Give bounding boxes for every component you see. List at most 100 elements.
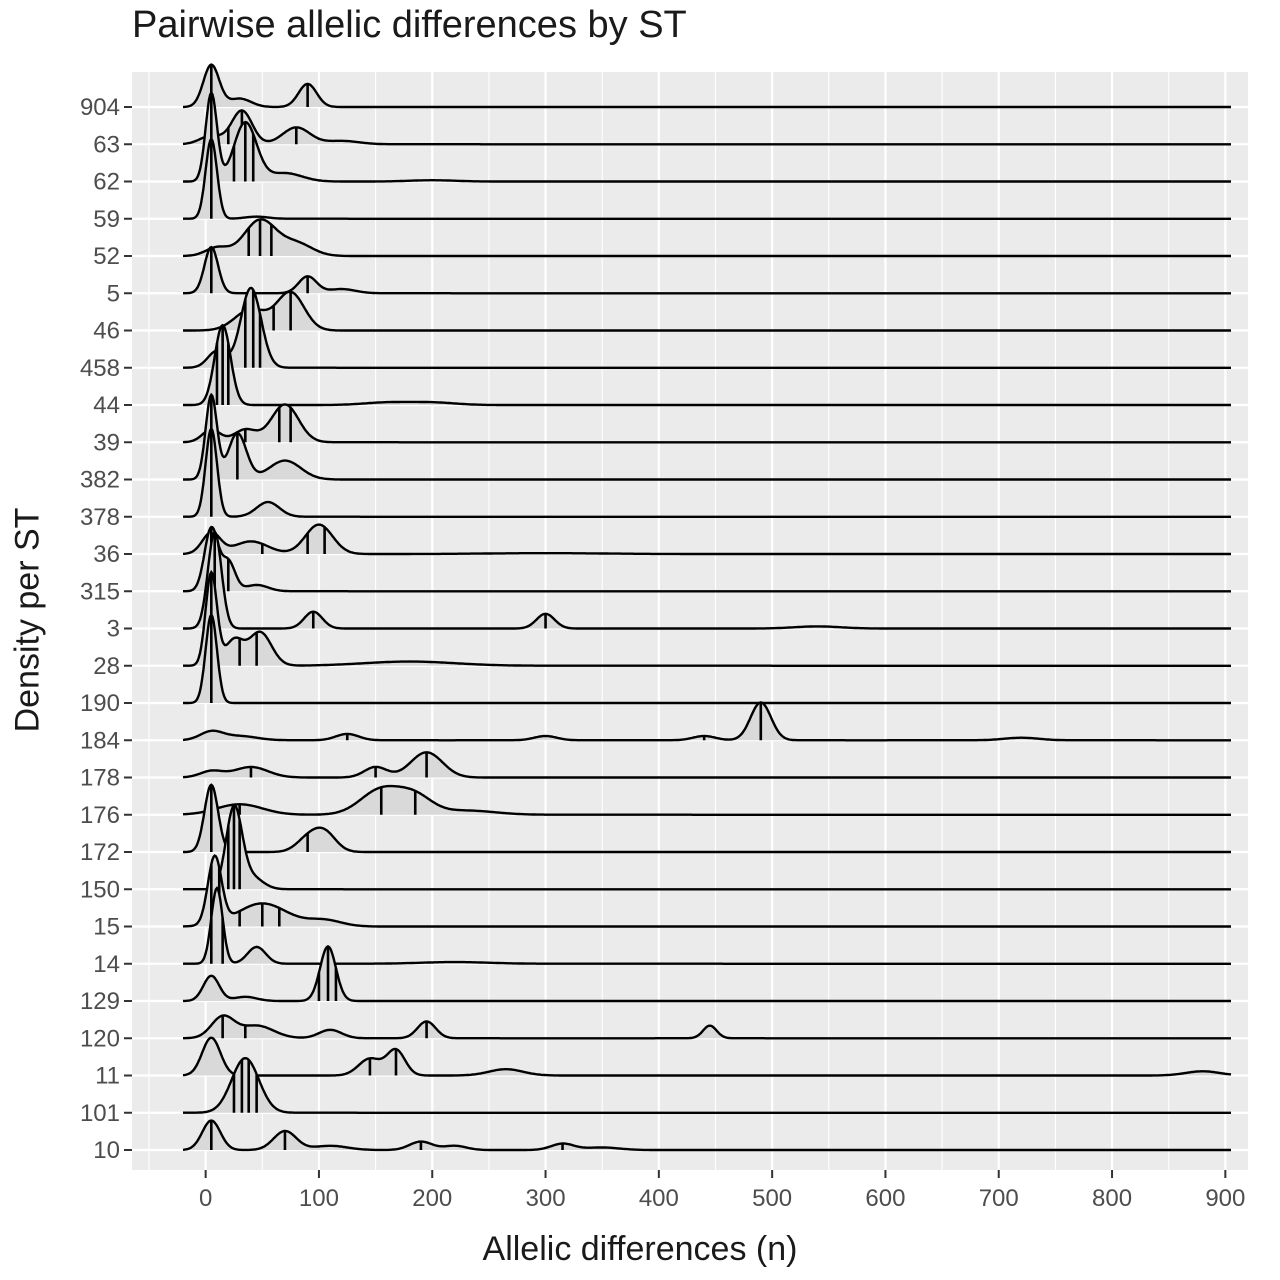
ridge-line <box>182 784 1231 816</box>
y-tick-label: 904 <box>80 94 120 121</box>
x-tick-label: 800 <box>1092 1185 1132 1212</box>
ridge-fill <box>183 110 1231 145</box>
ridge-39 <box>182 403 1231 444</box>
ridge-line <box>182 751 1231 779</box>
x-tick-label: 900 <box>1205 1185 1245 1212</box>
x-tick-label: 400 <box>639 1185 679 1212</box>
ridge-line <box>182 945 1231 1003</box>
ridge-line <box>183 218 1231 258</box>
plot-panel <box>132 72 1248 1170</box>
x-tick-label: 600 <box>865 1185 905 1212</box>
y-tick-label: 178 <box>80 765 120 792</box>
ridge-line <box>182 403 1231 444</box>
x-tick-label: 300 <box>526 1185 566 1212</box>
ridge-fill <box>183 855 1231 927</box>
ridge-fill <box>183 404 1231 443</box>
ridge-59 <box>183 136 1231 220</box>
ridge-line <box>182 854 1231 928</box>
ridge-line <box>183 63 1231 109</box>
y-tick-label: 315 <box>80 578 120 605</box>
y-tick-label: 10 <box>93 1137 120 1164</box>
ridge-120 <box>183 1014 1231 1040</box>
ridge-line <box>182 1036 1232 1077</box>
ridge-190 <box>183 612 1231 705</box>
y-tick-label: 15 <box>93 914 120 941</box>
ridge-line <box>183 523 1231 556</box>
y-tick-label: 129 <box>80 988 120 1015</box>
ridge-line <box>183 886 1231 965</box>
ridge-line <box>183 290 1231 332</box>
ridge-129 <box>182 945 1231 1003</box>
axes: 904 63 62 59 52 5 46 458 44 39 382 378 36 315 3 28 190 18… <box>80 94 1245 1212</box>
y-tick-label: 150 <box>80 876 120 903</box>
ridge-fill <box>183 291 1231 331</box>
ridge-176 <box>182 784 1231 816</box>
ridges <box>182 63 1232 1152</box>
ridge-line <box>183 804 1231 891</box>
ridge-line <box>183 323 1231 407</box>
ridge-line <box>183 245 1231 295</box>
y-axis-title: Density per ST <box>8 507 47 733</box>
y-tick-label: 46 <box>93 318 120 345</box>
x-tick-label: 500 <box>752 1185 792 1212</box>
ridge-line <box>183 1014 1231 1040</box>
y-tick-label: 28 <box>93 653 120 680</box>
ridge-fill <box>183 394 1231 480</box>
y-tick-label: 184 <box>80 727 120 754</box>
ridge-44 <box>183 323 1231 407</box>
chart-title: Pairwise allelic differences by ST <box>132 4 687 46</box>
y-tick-label: 458 <box>80 355 120 382</box>
ridge-line <box>183 426 1231 518</box>
ridge-fill <box>183 1037 1231 1076</box>
y-tick-label: 176 <box>80 802 120 829</box>
ridge-fill <box>183 786 1231 815</box>
ridge-line <box>182 1119 1231 1152</box>
x-tick-label: 700 <box>979 1185 1019 1212</box>
ridge-line <box>183 783 1231 854</box>
y-tick-label: 101 <box>80 1100 120 1127</box>
ridge-14 <box>183 886 1231 965</box>
ridge-line <box>183 525 1231 593</box>
ridge-line <box>183 569 1231 667</box>
ridge-178 <box>182 751 1231 779</box>
x-tick-label: 200 <box>412 1185 452 1212</box>
ridge-fill <box>183 1120 1231 1150</box>
ridge-10 <box>182 1119 1231 1152</box>
y-tick-label: 11 <box>95 1063 120 1090</box>
ridge-line <box>183 392 1231 481</box>
y-tick-label: 62 <box>93 169 120 196</box>
y-tick-label: 59 <box>93 206 120 233</box>
y-tick-label: 3 <box>107 616 120 643</box>
ridge-11 <box>182 1036 1232 1077</box>
ridge-5 <box>183 245 1231 295</box>
y-tick-label: 120 <box>80 1025 120 1052</box>
ridge-52 <box>183 218 1231 258</box>
ridge-line <box>183 286 1231 369</box>
ridge-184 <box>182 701 1231 742</box>
ridge-line <box>183 90 1231 183</box>
x-axis-title: Allelic differences (n) <box>482 1230 798 1268</box>
y-tick-label: 5 <box>107 280 120 307</box>
ridge-line <box>183 612 1231 705</box>
y-tick-label: 44 <box>93 392 120 419</box>
y-tick-label: 190 <box>80 690 120 717</box>
ridge-101 <box>183 1056 1231 1114</box>
y-tick-label: 52 <box>93 243 120 270</box>
y-tick-label: 172 <box>80 839 120 866</box>
ridge-46 <box>183 290 1231 332</box>
y-tick-label: 378 <box>80 504 120 531</box>
ridge-fill <box>183 219 1231 256</box>
ridge-fill <box>183 752 1231 778</box>
ridge-line <box>183 136 1231 220</box>
x-tick-label: 100 <box>299 1185 339 1212</box>
y-tick-label: 382 <box>80 467 120 494</box>
y-tick-label: 14 <box>93 951 120 978</box>
ridge-172 <box>183 783 1231 854</box>
ridge-line <box>182 701 1231 742</box>
ridge-458 <box>183 286 1231 369</box>
ridge-150 <box>183 804 1231 891</box>
y-tick-label: 63 <box>93 131 120 158</box>
y-tick-label: 36 <box>93 541 120 568</box>
ridge-line <box>183 1056 1231 1114</box>
